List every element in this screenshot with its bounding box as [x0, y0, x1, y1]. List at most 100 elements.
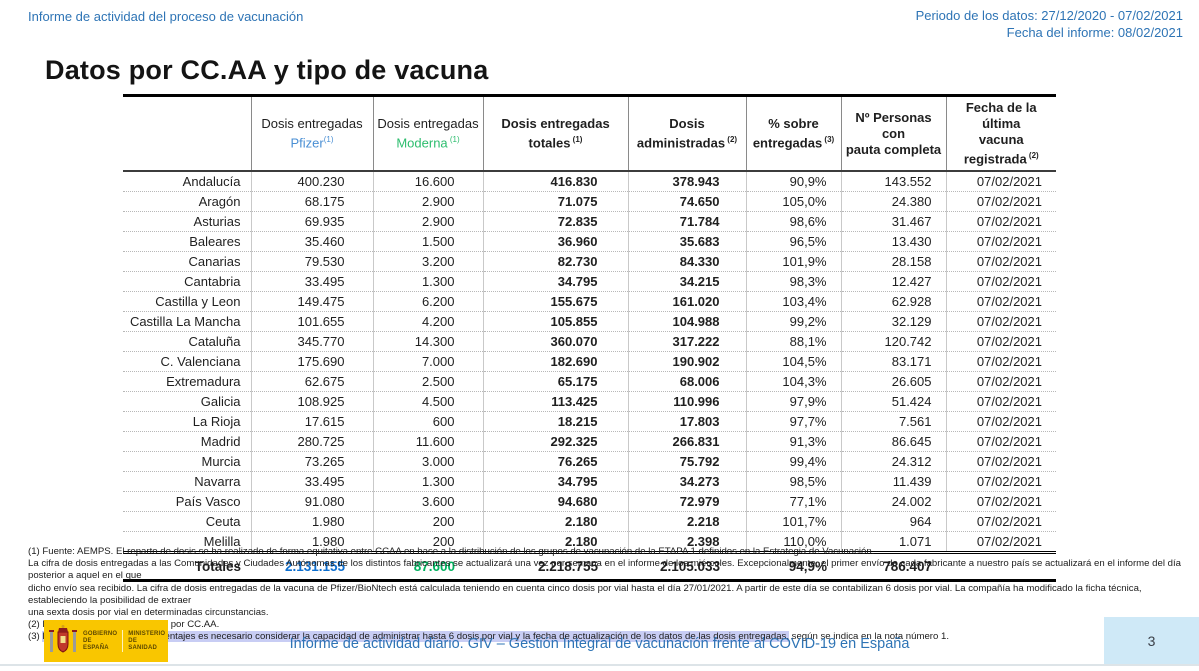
pct-cell: 98,3% — [745, 271, 841, 293]
personas-cell: 120.742 — [840, 331, 946, 353]
pct-cell: 99,2% — [745, 311, 841, 333]
fecha-cell: 07/02/2021 — [945, 171, 1056, 193]
administradas-cell: 110.996 — [627, 391, 746, 413]
fecha-cell: 07/02/2021 — [945, 531, 1056, 553]
personas-cell: 26.605 — [840, 371, 946, 393]
spain-coat-of-arms-icon — [49, 625, 77, 653]
pfizer-cell: 175.690 — [250, 351, 373, 373]
report-dates: Periodo de los datos: 27/12/2020 - 07/02… — [916, 7, 1183, 41]
table-row: Murcia 73.265 3.000 76.265 75.792 99,4% … — [123, 451, 1056, 473]
administradas-cell: 75.792 — [627, 451, 746, 473]
table-row: Cantabria 33.495 1.300 34.795 34.215 98,… — [123, 271, 1056, 293]
pfizer-cell: 73.265 — [250, 451, 373, 473]
moderna-cell: 600 — [372, 411, 483, 433]
region-cell: Madrid — [123, 431, 251, 453]
personas-cell: 31.467 — [840, 211, 946, 233]
administradas-cell: 2.398 — [627, 531, 746, 553]
pfizer-cell: 101.655 — [250, 311, 373, 333]
table-row: Aragón 68.175 2.900 71.075 74.650 105,0%… — [123, 191, 1056, 213]
region-cell: Aragón — [123, 191, 251, 213]
administradas-cell: 35.683 — [627, 231, 746, 253]
table-row: País Vasco 91.080 3.600 94.680 72.979 77… — [123, 491, 1056, 513]
personas-cell: 24.002 — [840, 491, 946, 513]
pct-cell: 103,4% — [745, 291, 841, 313]
entregadas-totales-cell: 182.690 — [482, 351, 628, 373]
region-cell: Navarra — [123, 471, 251, 493]
moderna-cell: 3.000 — [372, 451, 483, 473]
table-row: Castilla y Leon 149.475 6.200 155.675 16… — [123, 291, 1056, 313]
table-row: Castilla La Mancha 101.655 4.200 105.855… — [123, 311, 1056, 333]
administradas-cell: 34.215 — [627, 271, 746, 293]
fecha-cell: 07/02/2021 — [945, 491, 1056, 513]
header-pct-entregadas: % sobre entregadas (3) — [745, 94, 841, 173]
totals-moderna: 87.600 — [373, 551, 483, 583]
moderna-cell: 7.000 — [372, 351, 483, 373]
personas-cell: 24.312 — [840, 451, 946, 473]
totals-pfizer: 2.131.155 — [251, 551, 373, 583]
entregadas-totales-cell: 82.730 — [482, 251, 628, 273]
header-totales: Dosis entregadas totales (1) — [482, 94, 628, 173]
pfizer-cell: 62.675 — [250, 371, 373, 393]
region-cell: Melilla — [203, 534, 241, 550]
pfizer-cell: 69.935 — [250, 211, 373, 233]
administradas-cell: 74.650 — [627, 191, 746, 213]
personas-cell: 12.427 — [840, 271, 946, 293]
totals-administradas: 2.105.033 — [628, 551, 746, 583]
pct-cell: 90,9% — [745, 171, 841, 193]
entregadas-totales-cell: 34.795 — [482, 271, 628, 293]
header-administradas-line2: administradas (2) — [636, 135, 738, 151]
entregadas-totales-cell: 2.180 — [482, 531, 628, 553]
pfizer-cell: 108.925 — [250, 391, 373, 413]
gobierno-espana-logo: GOBIERNO DE ESPAÑA MINISTERIO DE SANIDAD — [44, 620, 168, 662]
header-pauta-completa: Nº Personas con pauta completa — [840, 94, 946, 173]
moderna-cell: 200 — [372, 511, 483, 533]
fecha-cell: 07/02/2021 — [945, 311, 1056, 333]
entregadas-totales-cell: 71.075 — [482, 191, 628, 213]
footnote-1: (1) Fuente: AEMPS. El reparto de dosis s… — [28, 546, 875, 557]
pct-cell: 91,3% — [745, 431, 841, 453]
footnote-1-cont-c: una sexta dosis por vial en determinadas… — [28, 607, 269, 619]
entregadas-totales-cell: 113.425 — [482, 391, 628, 413]
moderna-cell: 3.600 — [372, 491, 483, 513]
moderna-cell: 14.300 — [372, 331, 483, 353]
fecha-cell: 07/02/2021 — [945, 511, 1056, 533]
header-fecha-line1: Fecha de la última — [965, 100, 1037, 131]
moderna-cell: 1.300 — [372, 471, 483, 493]
pfizer-cell: 400.230 — [250, 171, 373, 193]
entregadas-totales-cell: 94.680 — [482, 491, 628, 513]
administradas-cell: 266.831 — [627, 431, 746, 453]
administradas-cell: 161.020 — [627, 291, 746, 313]
table-row: Galicia 108.925 4.500 113.425 110.996 97… — [123, 391, 1056, 413]
fecha-cell: 07/02/2021 — [945, 331, 1056, 353]
pct-cell: 98,5% — [745, 471, 841, 493]
header-moderna: Dosis entregadas Moderna (1) — [372, 94, 483, 173]
pct-cell: 97,9% — [745, 391, 841, 413]
header-pfizer-line2: Pfizer(1) — [290, 135, 334, 151]
fecha-cell: 07/02/2021 — [945, 231, 1056, 253]
pfizer-cell: 345.770 — [250, 331, 373, 353]
data-period: Periodo de los datos: 27/12/2020 - 07/02… — [915, 8, 1183, 23]
entregadas-totales-cell: 72.835 — [482, 211, 628, 233]
header-region — [123, 94, 251, 173]
table-header: Dosis entregadas Pfizer(1) Dosis entrega… — [123, 94, 1056, 173]
region-cell: Cantabria — [123, 271, 251, 293]
header-pfizer-line1: Dosis entregadas — [261, 116, 363, 131]
pct-cell: 97,7% — [745, 411, 841, 433]
header-totales-line2: totales (1) — [528, 135, 583, 151]
personas-cell: 51.424 — [840, 391, 946, 413]
region-cell: C. Valenciana — [123, 351, 251, 373]
fecha-cell: 07/02/2021 — [945, 471, 1056, 493]
table-row: Melilla 1.980 200 2.180 2.398 110,0% 1.0… — [123, 531, 1056, 553]
moderna-cell: 16.600 — [372, 171, 483, 193]
region-cell: País Vasco — [123, 491, 251, 513]
footnote-1-cont-b: dicho envío sea recibido. La cifra de do… — [28, 582, 1142, 606]
fecha-cell: 07/02/2021 — [945, 291, 1056, 313]
fecha-cell: 07/02/2021 — [945, 411, 1056, 433]
region-cell: Canarias — [123, 251, 251, 273]
page-number-badge: 3 — [1104, 617, 1199, 664]
region-cell: Ceuta — [123, 511, 251, 533]
header-administradas: Dosis administradas (2) — [627, 94, 746, 173]
pct-cell: 96,5% — [745, 231, 841, 253]
page-title: Datos por CC.AA y tipo de vacuna — [45, 55, 489, 85]
fecha-cell: 07/02/2021 — [945, 351, 1056, 373]
